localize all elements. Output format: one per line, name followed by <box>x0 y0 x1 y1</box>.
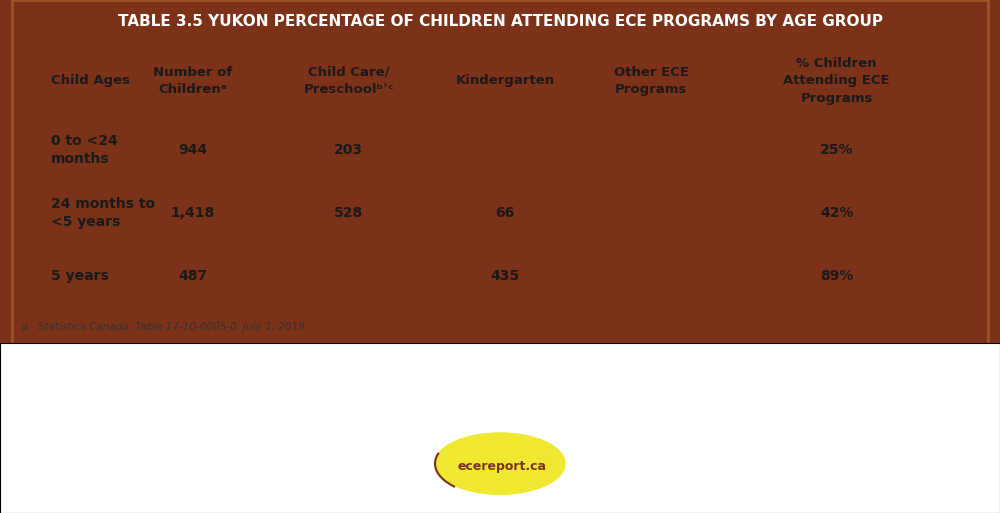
Text: 5 years: 5 years <box>51 269 109 283</box>
Text: Child Ages: Child Ages <box>51 74 130 87</box>
Text: Kindergarten: Kindergarten <box>455 74 554 87</box>
Text: Other ECE
Programs: Other ECE Programs <box>614 66 689 96</box>
Text: c   Child care figures for children 5 years of age not reported to avoid double : c Child care figures for children 5 year… <box>22 389 723 412</box>
Text: 487: 487 <box>178 269 207 283</box>
Text: 89%: 89% <box>820 269 853 283</box>
Text: Child Care/
Preschoolᵇʾᶜ: Child Care/ Preschoolᵇʾᶜ <box>304 66 394 96</box>
Text: TABLE 3.5 YUKON PERCENTAGE OF CHILDREN ATTENDING ECE PROGRAMS BY AGE GROUP: TABLE 3.5 YUKON PERCENTAGE OF CHILDREN A… <box>118 14 883 29</box>
Text: 66: 66 <box>495 206 515 220</box>
Text: a   Statistics Canada. Table 17-10-0005-0. July 1, 2019.: a Statistics Canada. Table 17-10-0005-0.… <box>22 322 308 332</box>
Text: 24 months to
<5 years: 24 months to <5 years <box>51 197 155 229</box>
Text: Number of
Childrenᵃ: Number of Childrenᵃ <box>153 66 232 96</box>
Text: % Children
Attending ECE
Programs: % Children Attending ECE Programs <box>783 57 890 105</box>
Text: ecereport.ca: ecereport.ca <box>458 460 546 472</box>
Ellipse shape <box>435 433 565 494</box>
Text: b   Personal Communication. Government of Yukon. Health and Human Services. Augu: b Personal Communication. Government of … <box>22 351 738 374</box>
Text: 42%: 42% <box>820 206 853 220</box>
Text: 435: 435 <box>490 269 519 283</box>
Text: 1,418: 1,418 <box>170 206 215 220</box>
Text: 944: 944 <box>178 143 207 157</box>
Text: 203: 203 <box>334 143 363 157</box>
Text: 0 to <24
months: 0 to <24 months <box>51 134 118 166</box>
Text: 25%: 25% <box>820 143 853 157</box>
Text: 528: 528 <box>334 206 363 220</box>
